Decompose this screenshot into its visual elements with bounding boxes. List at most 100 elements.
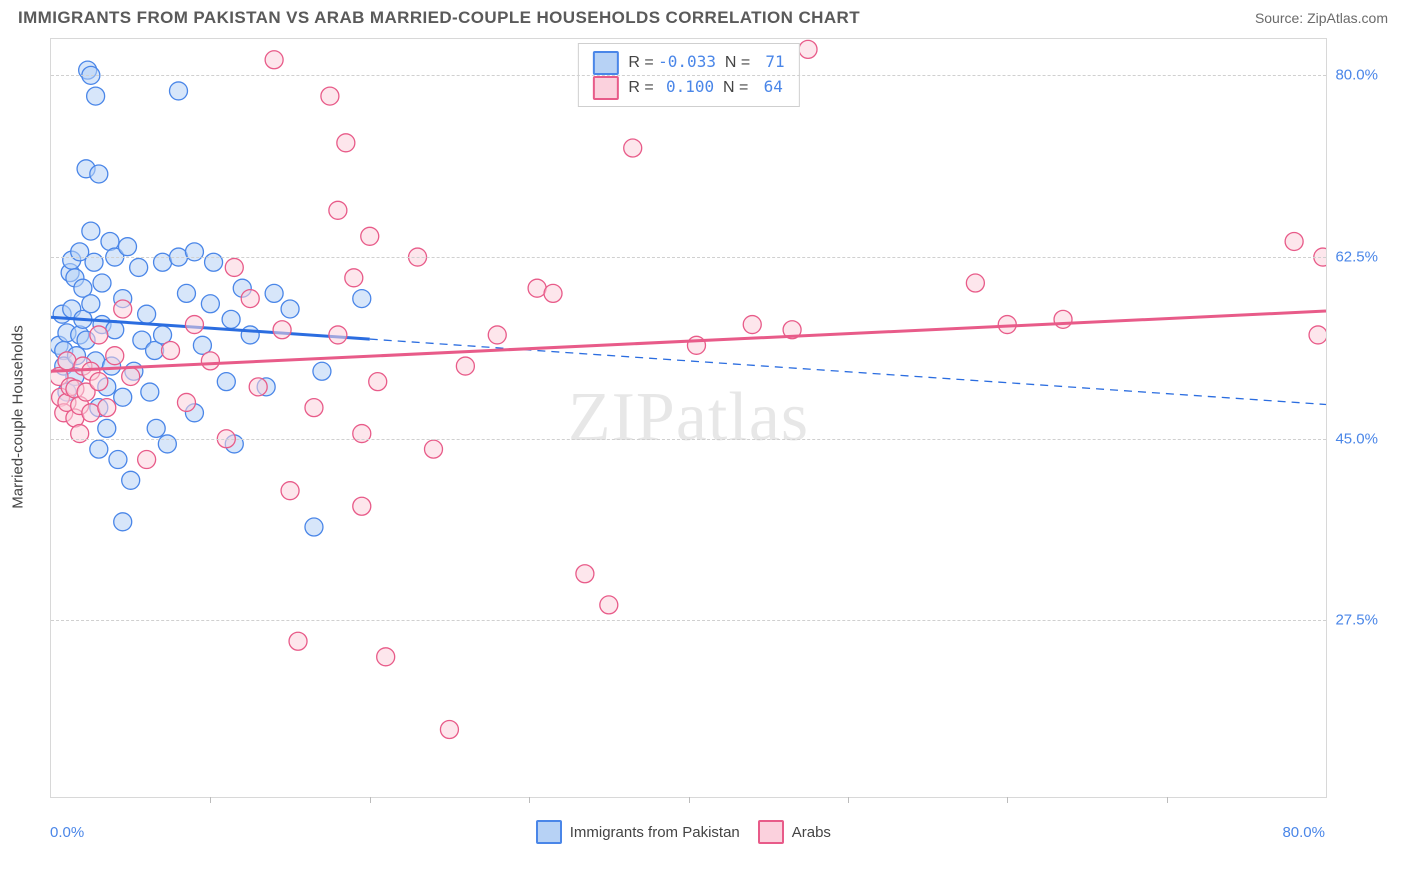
y-tick-label: 62.5% (1335, 249, 1378, 266)
trend-line (51, 311, 1326, 371)
data-point (799, 40, 817, 58)
data-point (158, 435, 176, 453)
data-point (82, 295, 100, 313)
plot-area: ZIPatlas R = -0.033 N = 71R = 0.100 N = … (50, 38, 1327, 798)
data-point (154, 253, 172, 271)
data-point (106, 347, 124, 365)
data-point (353, 290, 371, 308)
data-point (1285, 232, 1303, 250)
data-point (488, 326, 506, 344)
data-point (114, 300, 132, 318)
scatter-svg (51, 39, 1326, 797)
data-point (241, 326, 259, 344)
data-point (93, 274, 111, 292)
data-point (85, 253, 103, 271)
legend-swatch (592, 51, 618, 75)
data-point (87, 87, 105, 105)
data-point (119, 238, 137, 256)
data-point (205, 253, 223, 271)
y-tick-label: 45.0% (1335, 430, 1378, 447)
data-point (528, 279, 546, 297)
data-point (90, 165, 108, 183)
gridline (51, 620, 1326, 621)
data-point (177, 284, 195, 302)
legend-row: R = 0.100 N = 64 (592, 75, 784, 100)
x-tick (1007, 797, 1008, 803)
x-tick (848, 797, 849, 803)
x-tick (370, 797, 371, 803)
data-point (265, 51, 283, 69)
data-point (201, 295, 219, 313)
data-point (147, 419, 165, 437)
data-point (185, 316, 203, 334)
data-point (440, 721, 458, 739)
data-point (249, 378, 267, 396)
chart-title: IMMIGRANTS FROM PAKISTAN VS ARAB MARRIED… (18, 8, 860, 28)
legend-swatch (536, 820, 562, 844)
gridline (51, 75, 1326, 76)
data-point (98, 399, 116, 417)
data-point (109, 451, 127, 469)
legend-row: R = -0.033 N = 71 (592, 50, 784, 75)
data-point (624, 139, 642, 157)
data-point (177, 393, 195, 411)
legend-text: R = -0.033 N = 71 (628, 50, 784, 75)
data-point (122, 471, 140, 489)
data-point (425, 440, 443, 458)
data-point (170, 82, 188, 100)
data-point (71, 425, 89, 443)
data-point (600, 596, 618, 614)
data-point (289, 632, 307, 650)
data-point (337, 134, 355, 152)
x-legend-item: Immigrants from Pakistan (536, 820, 740, 844)
gridline (51, 439, 1326, 440)
data-point (114, 388, 132, 406)
data-point (217, 373, 235, 391)
y-axis-label: Married-couple Households (10, 325, 27, 508)
y-tick-label: 80.0% (1335, 67, 1378, 84)
data-point (265, 284, 283, 302)
data-point (114, 513, 132, 531)
data-point (353, 497, 371, 515)
data-point (225, 258, 243, 276)
data-point (90, 326, 108, 344)
data-point (130, 258, 148, 276)
data-point (329, 201, 347, 219)
data-point (82, 404, 100, 422)
data-point (138, 451, 156, 469)
chart-container: Married-couple Households ZIPatlas R = -… (50, 38, 1380, 796)
data-point (353, 425, 371, 443)
x-axis-legend: Immigrants from Pakistan Arabs (536, 820, 831, 844)
data-point (281, 482, 299, 500)
data-point (141, 383, 159, 401)
legend-swatch (758, 820, 784, 844)
data-point (90, 440, 108, 458)
data-point (138, 305, 156, 323)
source-label: Source: ZipAtlas.com (1255, 10, 1388, 26)
data-point (369, 373, 387, 391)
data-point (345, 269, 363, 287)
y-tick-label: 27.5% (1335, 612, 1378, 629)
data-point (273, 321, 291, 339)
data-point (58, 352, 76, 370)
data-point (201, 352, 219, 370)
data-point (281, 300, 299, 318)
data-point (305, 518, 323, 536)
x-legend-item: Arabs (758, 820, 831, 844)
data-point (377, 648, 395, 666)
legend-swatch (592, 76, 618, 100)
data-point (321, 87, 339, 105)
x-axis-start: 0.0% (50, 824, 84, 841)
data-point (82, 222, 100, 240)
data-point (576, 565, 594, 583)
data-point (162, 342, 180, 360)
data-point (122, 367, 140, 385)
x-axis-row: 0.0% Immigrants from Pakistan Arabs 80.0% (50, 820, 1325, 844)
x-axis-end: 80.0% (1282, 824, 1325, 841)
data-point (1309, 326, 1326, 344)
x-tick (1167, 797, 1168, 803)
data-point (98, 419, 116, 437)
data-point (222, 310, 240, 328)
data-point (361, 227, 379, 245)
data-point (544, 284, 562, 302)
